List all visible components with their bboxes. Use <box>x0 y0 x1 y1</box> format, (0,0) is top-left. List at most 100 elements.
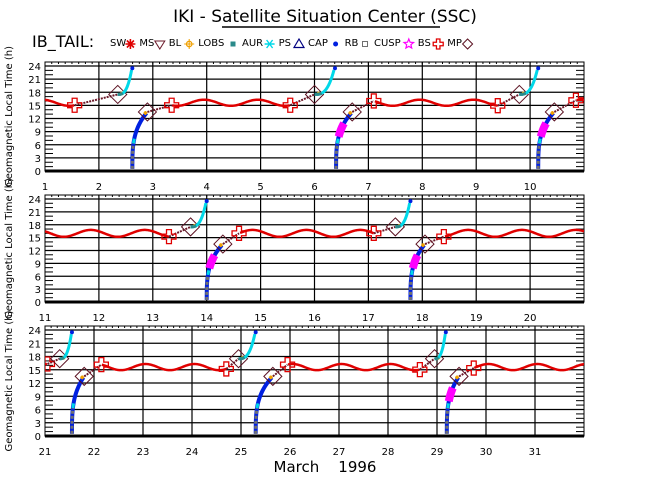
y-axis-label: Geomagnetic Local Time (h) <box>4 178 15 319</box>
plot-area <box>45 330 584 434</box>
lobs-segment <box>190 224 197 229</box>
orbit-pass <box>366 199 452 300</box>
x-tick-label: 26 <box>284 447 297 458</box>
plot-area <box>45 199 584 300</box>
ms-segment <box>222 232 240 245</box>
x-tick-label: 25 <box>235 447 248 458</box>
cap-point <box>130 66 135 71</box>
sw-trace <box>473 362 584 372</box>
x-tick-label: 8 <box>419 182 425 193</box>
aur-segment <box>59 333 73 361</box>
x-tick-label: 24 <box>186 447 199 458</box>
aur-segment <box>434 333 447 361</box>
bl-marker-icon <box>143 110 148 115</box>
y-tick-label: 0 <box>35 432 41 443</box>
cap-point <box>443 330 448 335</box>
x-tick-label: 27 <box>333 447 346 458</box>
x-tick-label: 10 <box>524 182 537 193</box>
y-tick-label: 6 <box>35 272 41 283</box>
sw-trace <box>287 362 420 372</box>
mp-marker-icon <box>509 84 530 105</box>
bs-marker-icon <box>436 228 452 245</box>
legend-label-sw: SW <box>110 38 126 49</box>
aur-segment <box>335 138 340 144</box>
x-tick-label: 3 <box>150 182 156 193</box>
bl-marker-icon <box>268 375 273 380</box>
legend-label-cusp: CUSP <box>374 38 401 49</box>
bs-marker-icon <box>279 356 296 373</box>
lobs-segment <box>395 224 402 229</box>
cap-point <box>253 330 258 335</box>
y-tick-label: 12 <box>28 379 41 390</box>
x-tick-label: 14 <box>200 313 213 324</box>
ms-segment <box>83 363 102 378</box>
legend-label-ps: PS <box>279 38 291 49</box>
aur-segment <box>395 202 412 229</box>
lobs-segment <box>117 91 124 96</box>
legend-symbol-rb-icon <box>362 41 368 47</box>
bs-marker-icon <box>66 97 83 113</box>
aur-segment <box>446 403 450 409</box>
ms-segment <box>225 357 240 370</box>
x-tick-label: 20 <box>524 313 537 324</box>
y-tick-label: 15 <box>28 366 41 377</box>
x-tick-label: 9 <box>473 182 479 193</box>
bs-marker-icon <box>164 97 180 113</box>
legend-symbol-mp-icon <box>461 38 474 50</box>
orbit-pass <box>490 66 584 169</box>
sw-trace <box>444 228 584 239</box>
y-axis-label: Geomagnetic Local Time (h) <box>4 310 15 451</box>
y-tick-label: 15 <box>28 234 41 245</box>
chart-title: IKI - Satellite Situation Center (SSC) <box>173 7 477 27</box>
mp-marker-icon <box>137 102 158 122</box>
ms-segment <box>553 99 577 113</box>
y-axis-label: Geomagnetic Local Time (h) <box>4 46 15 187</box>
bs-marker-icon <box>231 225 247 241</box>
ms-segment <box>424 235 445 245</box>
y-tick-label: 9 <box>35 128 41 139</box>
rb-segment <box>334 143 339 169</box>
cap-point <box>408 199 413 204</box>
y-tick-label: 3 <box>35 419 41 430</box>
x-tick-label: 15 <box>254 313 267 324</box>
x-tick-label: 12 <box>93 313 106 324</box>
cusp-segment <box>536 121 550 138</box>
orbit-pass <box>66 66 180 169</box>
y-tick-label: 24 <box>28 195 41 206</box>
sw-trace <box>239 228 375 239</box>
legend-label-aur: AUR <box>242 38 263 49</box>
bs-marker-icon <box>366 225 382 241</box>
x-tick-label: 23 <box>137 447 150 458</box>
bs-marker-icon <box>282 97 298 113</box>
ms-segment <box>351 100 375 113</box>
y-tick-label: 21 <box>28 339 41 350</box>
x-tick-label: 29 <box>431 447 444 458</box>
aur-segment <box>519 69 539 96</box>
legend-symbol-bl-icon <box>184 39 195 49</box>
legend: SW MS BL LOBS AUR PS CAP RB CUSP BS MP <box>110 37 474 50</box>
lobs-segment <box>238 356 246 361</box>
bs-marker-icon <box>412 361 428 378</box>
panel-days-21-31: 0 3 6 9 12 15 18 21 24 21 22 23 24 25 26 27 28 29 30 31 Geom… <box>4 310 585 458</box>
mp-marker-icon <box>263 366 283 387</box>
ms-segment <box>373 225 396 235</box>
x-tick-label: 6 <box>311 182 317 193</box>
ms-segment <box>289 93 315 107</box>
bs-marker-icon <box>568 92 584 108</box>
x-tick-label: 16 <box>308 313 321 324</box>
sw-trace <box>45 98 75 108</box>
plot-area <box>45 66 584 169</box>
orbit-pass <box>161 199 247 300</box>
aur-segment <box>131 138 136 144</box>
aur-segment <box>410 270 414 276</box>
bs-marker-icon <box>466 360 482 376</box>
x-tick-label: 19 <box>470 313 483 324</box>
legend-label-ms: MS <box>139 38 154 49</box>
ms-segment <box>168 225 191 238</box>
legend-symbol-ps-icon <box>292 37 306 49</box>
lobs-segment <box>314 91 323 96</box>
legend-symbol-cusp-icon <box>402 37 416 50</box>
legend-symbol-cap-icon <box>333 41 339 47</box>
y-tick-label: 0 <box>35 298 41 309</box>
